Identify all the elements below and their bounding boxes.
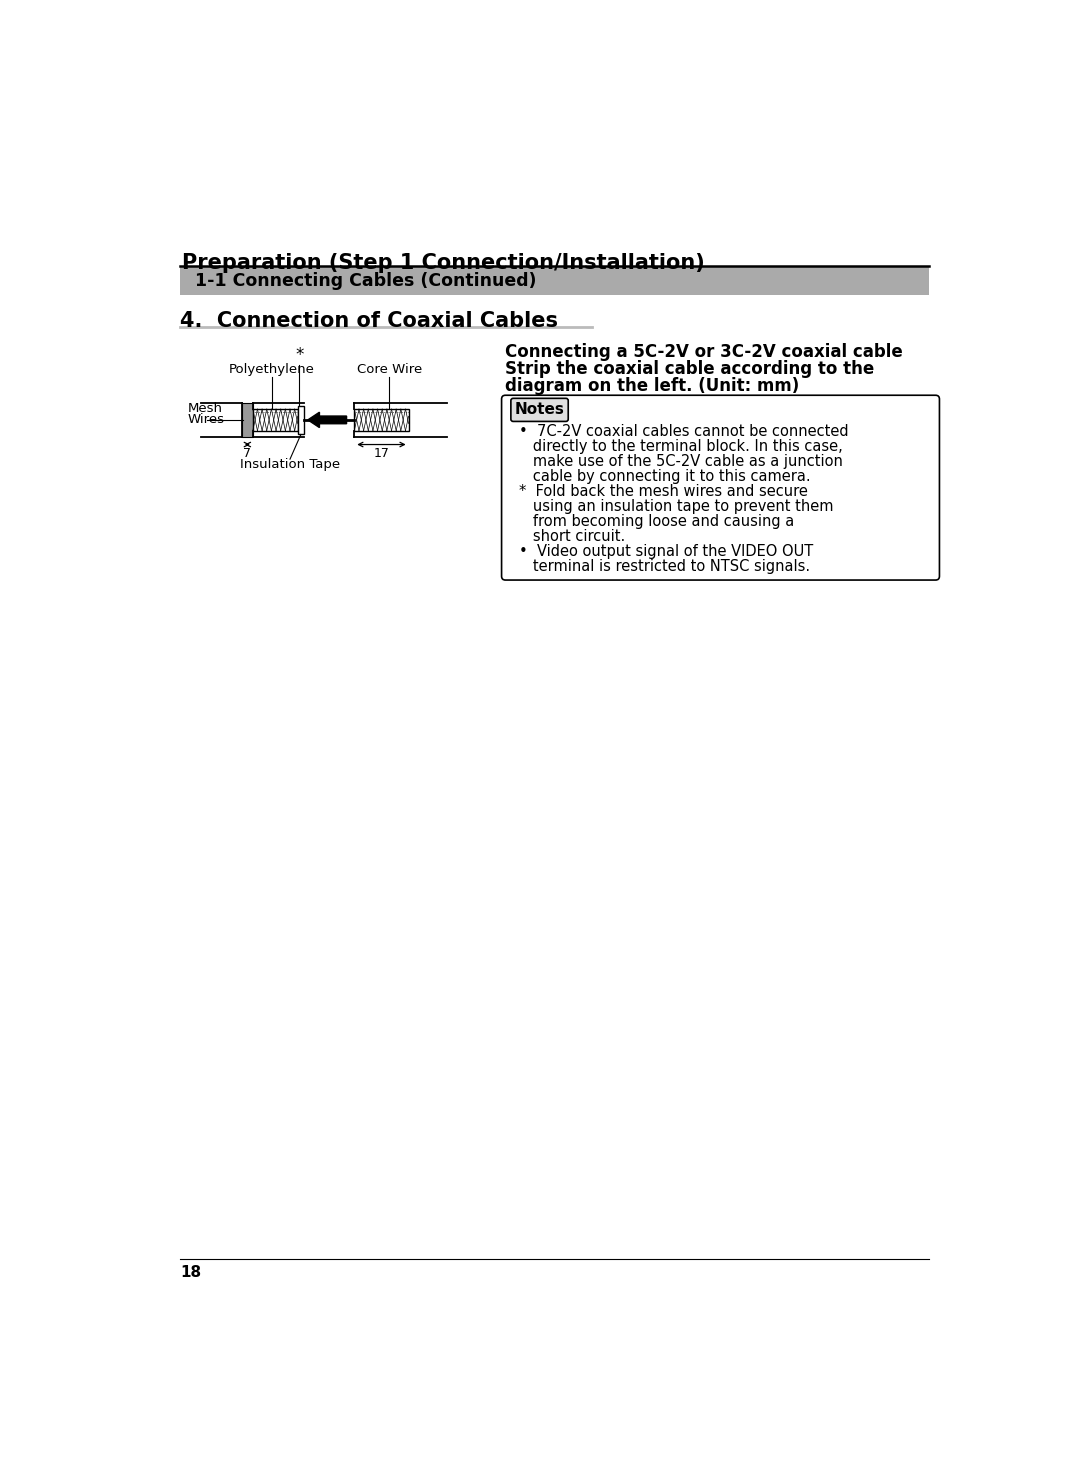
Text: •  Video output signal of the VIDEO OUT: • Video output signal of the VIDEO OUT <box>519 544 813 558</box>
Text: make use of the 5C-2V cable as a junction: make use of the 5C-2V cable as a junctio… <box>519 454 843 469</box>
Text: diagram on the left. (Unit: mm): diagram on the left. (Unit: mm) <box>505 377 799 394</box>
FancyArrow shape <box>308 412 347 428</box>
Text: 4.  Connection of Coaxial Cables: 4. Connection of Coaxial Cables <box>180 311 558 331</box>
Text: Mesh: Mesh <box>188 403 222 415</box>
FancyBboxPatch shape <box>511 398 568 422</box>
Text: 18: 18 <box>180 1266 201 1280</box>
Text: Wires: Wires <box>188 413 225 426</box>
Text: short circuit.: short circuit. <box>519 529 625 544</box>
Text: *  Fold back the mesh wires and secure: * Fold back the mesh wires and secure <box>519 483 808 498</box>
Text: using an insulation tape to prevent them: using an insulation tape to prevent them <box>519 498 834 514</box>
Bar <box>298 406 303 434</box>
Text: cable by connecting it to this camera.: cable by connecting it to this camera. <box>519 469 811 483</box>
Bar <box>354 409 408 431</box>
Text: Connecting a 5C-2V or 3C-2V coaxial cable: Connecting a 5C-2V or 3C-2V coaxial cabl… <box>505 343 903 360</box>
Bar <box>180 265 930 294</box>
Text: from becoming loose and causing a: from becoming loose and causing a <box>519 514 795 529</box>
Text: terminal is restricted to NTSC signals.: terminal is restricted to NTSC signals. <box>519 558 810 574</box>
Text: Notes: Notes <box>514 403 565 418</box>
Bar <box>242 403 253 437</box>
Bar <box>253 409 298 431</box>
Text: *: * <box>295 346 303 365</box>
Text: Strip the coaxial cable according to the: Strip the coaxial cable according to the <box>505 360 875 378</box>
FancyBboxPatch shape <box>501 396 940 580</box>
Text: Polyethylene: Polyethylene <box>229 363 315 377</box>
Text: 17: 17 <box>374 447 390 460</box>
Text: Insulation Tape: Insulation Tape <box>240 459 340 472</box>
Text: Core Wire: Core Wire <box>356 363 422 377</box>
Text: Preparation (Step 1 Connection/Installation): Preparation (Step 1 Connection/Installat… <box>181 253 704 272</box>
Text: 7: 7 <box>243 447 252 460</box>
Text: directly to the terminal block. In this case,: directly to the terminal block. In this … <box>519 438 843 454</box>
Text: •  7C-2V coaxial cables cannot be connected: • 7C-2V coaxial cables cannot be connect… <box>519 423 849 438</box>
Text: 1-1 Connecting Cables (Continued): 1-1 Connecting Cables (Continued) <box>195 271 537 290</box>
